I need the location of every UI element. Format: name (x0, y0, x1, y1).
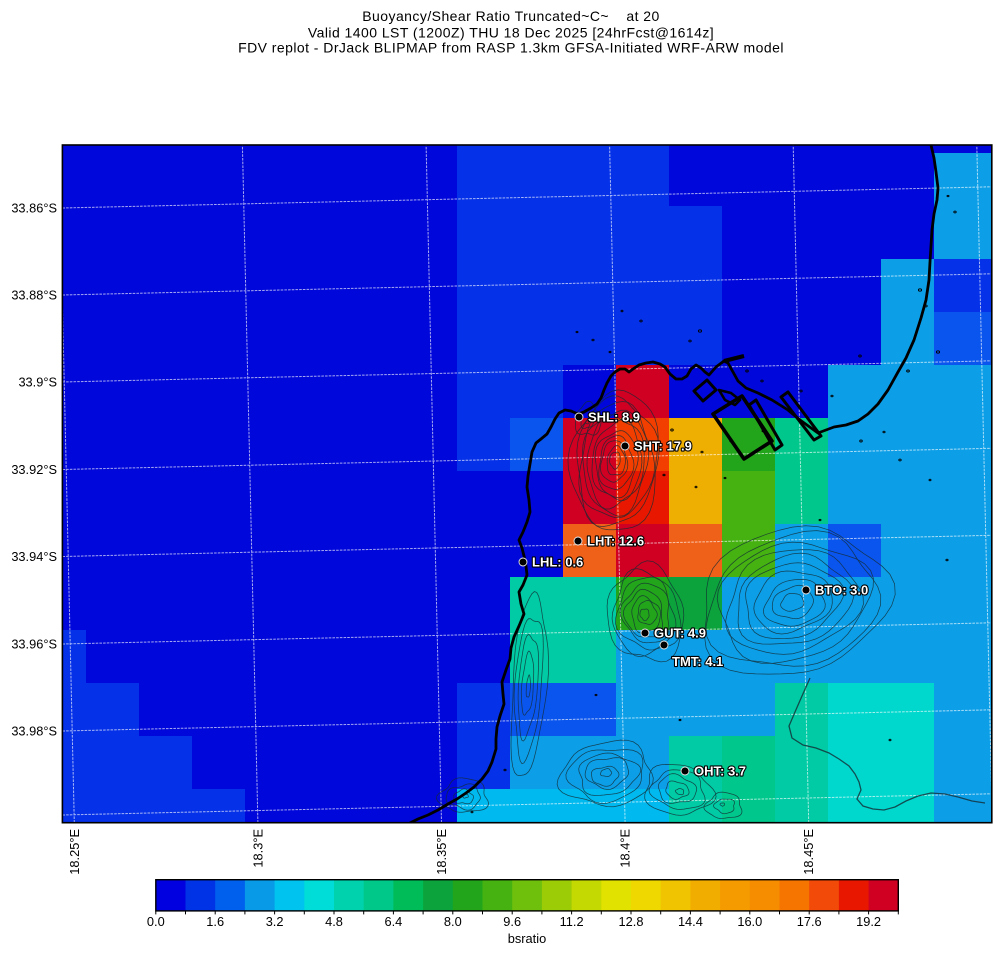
svg-text:18.25°E: 18.25°E (67, 829, 82, 875)
svg-text:17.6: 17.6 (797, 914, 822, 929)
svg-text:Buoyancy/Shear Ratio Truncated: Buoyancy/Shear Ratio Truncated~C~ at 20 (362, 8, 660, 24)
svg-text:18.45°E: 18.45°E (801, 829, 816, 875)
svg-text:9.6: 9.6 (503, 914, 521, 929)
svg-text:33.88°S: 33.88°S (11, 288, 57, 303)
svg-text:18.4°E: 18.4°E (618, 829, 633, 868)
svg-text:BTO: 3.0: BTO: 3.0 (815, 583, 868, 598)
svg-text:GUT: 4.9: GUT: 4.9 (654, 626, 706, 641)
svg-text:0.0: 0.0 (147, 914, 165, 929)
svg-text:OHT: 3.7: OHT: 3.7 (694, 764, 746, 779)
svg-text:12.8: 12.8 (619, 914, 644, 929)
svg-text:SHT: 17.9: SHT: 17.9 (634, 439, 692, 454)
svg-text:6.4: 6.4 (385, 914, 403, 929)
svg-text:11.2: 11.2 (560, 914, 584, 929)
svg-text:16.0: 16.0 (737, 914, 762, 929)
svg-text:4.8: 4.8 (325, 914, 343, 929)
svg-text:1.6: 1.6 (206, 914, 224, 929)
svg-text:18.3°E: 18.3°E (250, 829, 265, 868)
svg-text:14.4: 14.4 (678, 914, 703, 929)
svg-text:bsratio: bsratio (508, 931, 546, 946)
svg-text:SHL: 8.9: SHL: 8.9 (588, 410, 640, 425)
svg-text:8.0: 8.0 (444, 914, 462, 929)
svg-text:33.94°S: 33.94°S (11, 549, 57, 564)
svg-text:33.9°S: 33.9°S (18, 375, 57, 390)
svg-text:33.92°S: 33.92°S (11, 462, 57, 477)
svg-text:Valid 1400 LST (1200Z) THU 18: Valid 1400 LST (1200Z) THU 18 Dec 2025 [… (308, 25, 714, 41)
svg-text:18.35°E: 18.35°E (434, 829, 449, 875)
svg-text:LHT: 12.6: LHT: 12.6 (587, 534, 644, 549)
svg-text:33.98°S: 33.98°S (11, 724, 57, 739)
svg-text:3.2: 3.2 (266, 914, 284, 929)
svg-text:33.96°S: 33.96°S (11, 637, 57, 652)
svg-text:33.86°S: 33.86°S (11, 201, 57, 216)
svg-text:LHL: 0.6: LHL: 0.6 (532, 555, 583, 570)
svg-text:19.2: 19.2 (856, 914, 881, 929)
svg-text:TMT: 4.1: TMT: 4.1 (672, 654, 723, 669)
svg-text:FDV replot - DrJack BLIPMAP fr: FDV replot - DrJack BLIPMAP from RASP 1.… (238, 40, 784, 56)
